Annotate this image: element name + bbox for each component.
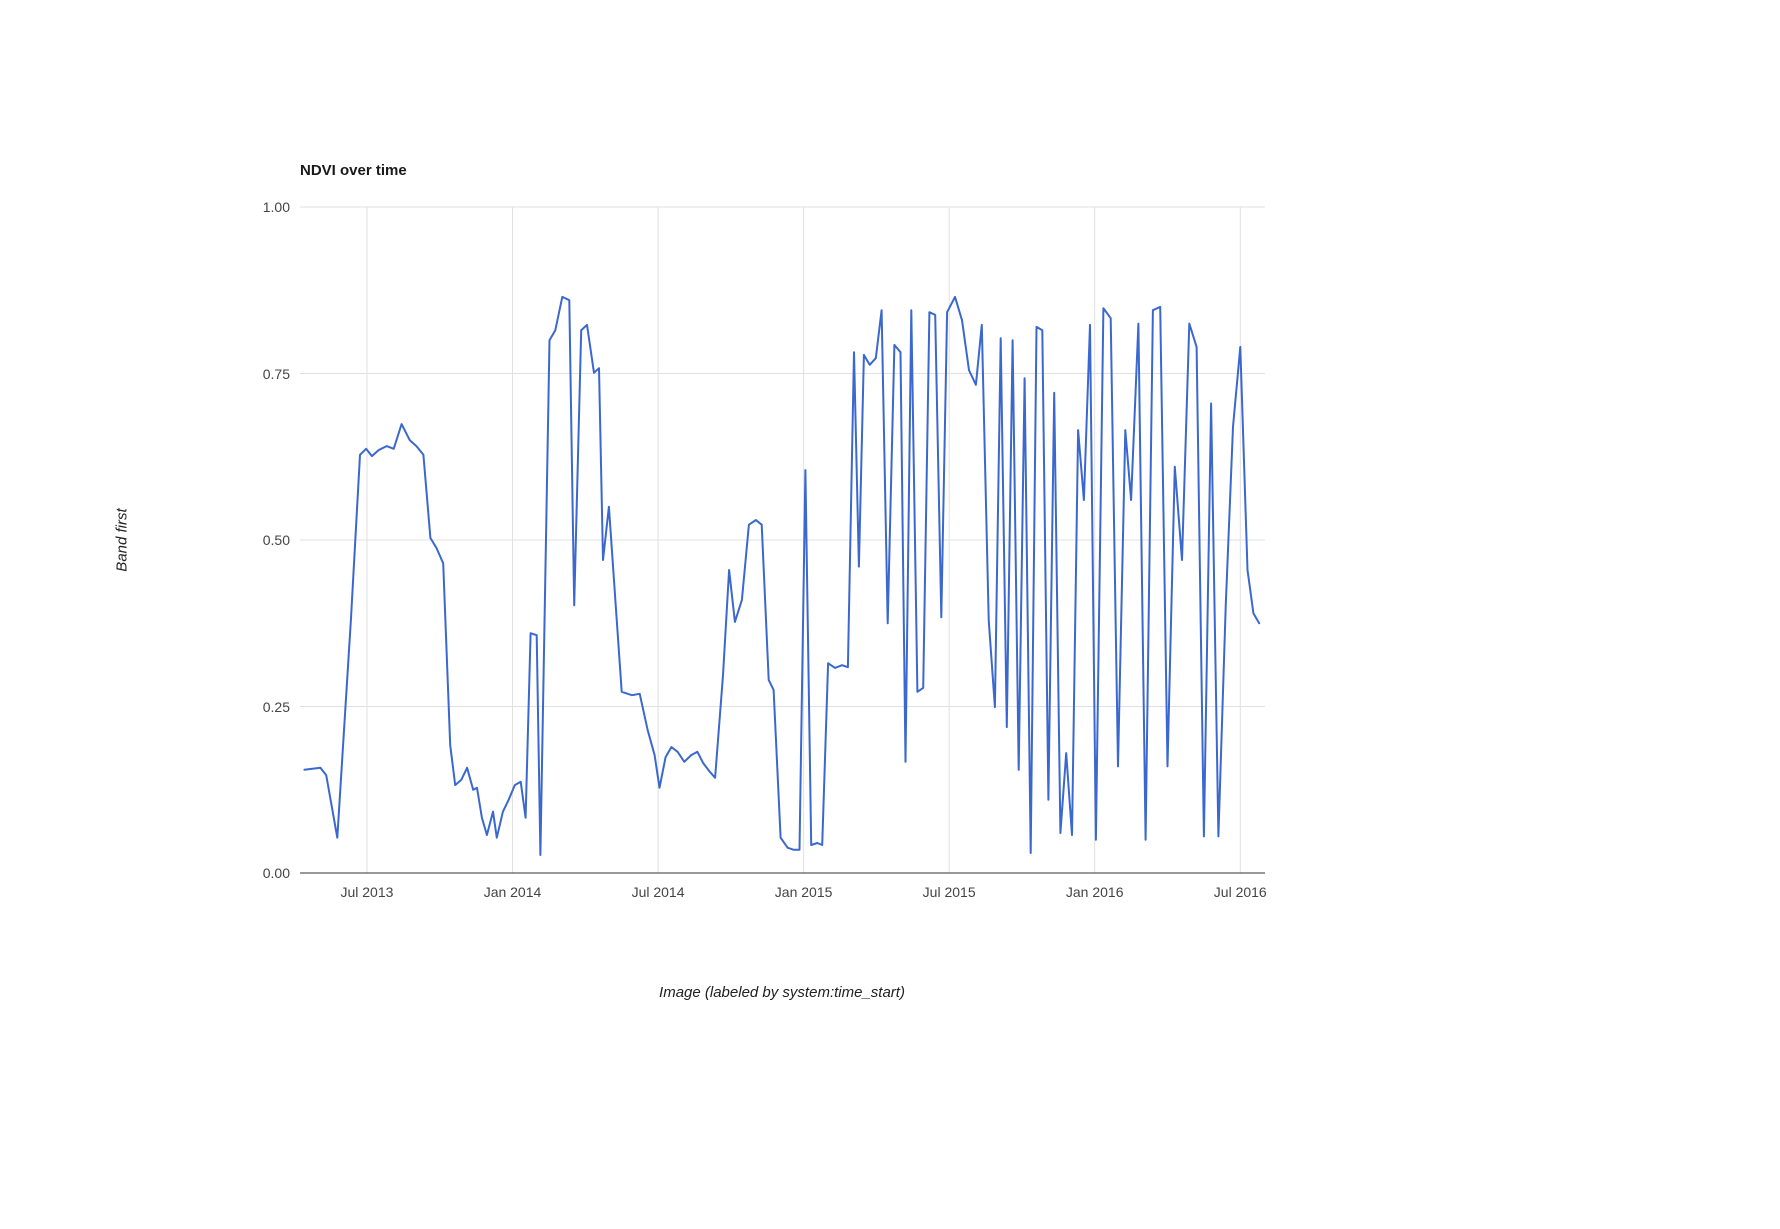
y-tick-label: 0.75 [262, 365, 290, 382]
y-tick-label: 0.25 [262, 698, 290, 715]
x-tick-label: Jul 2013 [340, 884, 394, 900]
x-tick-label: Jan 2014 [483, 884, 542, 900]
y-tick-label: 0.00 [262, 865, 290, 881]
x-tick-label: Jan 2015 [774, 884, 833, 900]
y-axis-title: Band first [113, 508, 131, 572]
x-tick-label: Jan 2016 [1065, 884, 1124, 900]
x-tick-label: Jul 2014 [631, 884, 685, 900]
y-tick-label: 0.50 [262, 532, 290, 548]
x-tick-label: Jul 2016 [1213, 884, 1267, 900]
chart-title: NDVI over time [300, 162, 407, 179]
y-tick-label: 1.00 [262, 199, 290, 215]
x-tick-label: Jul 2015 [922, 884, 976, 900]
x-axis-title: Image (labeled by system:time_start) [659, 984, 905, 1001]
